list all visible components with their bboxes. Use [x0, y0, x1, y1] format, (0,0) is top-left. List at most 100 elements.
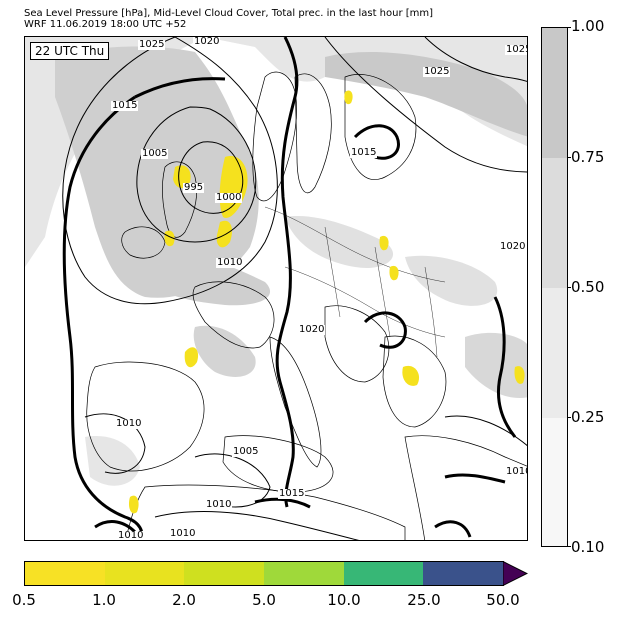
isobar-label: 1020	[499, 241, 527, 252]
bold-isobar	[62, 95, 144, 540]
bold-isobar	[434, 520, 472, 538]
isobar-label: 1010	[505, 467, 527, 477]
isobar-label: 1000	[215, 192, 243, 203]
precip-patch	[389, 265, 399, 281]
isobar	[444, 415, 527, 447]
colorbar-segment	[25, 562, 105, 585]
isobar	[424, 37, 527, 82]
isobar-label: 1025	[138, 39, 166, 50]
precip-tick-label: 5.0	[252, 591, 276, 609]
coastline	[324, 305, 390, 383]
cloud-patch	[325, 52, 527, 137]
isobar-label: 1010	[216, 257, 244, 268]
bold-isobar	[363, 311, 407, 349]
border	[424, 266, 438, 358]
isobar-label: 1015	[278, 488, 306, 499]
cloud-patch	[55, 46, 259, 298]
bold-isobar	[254, 497, 311, 509]
coastline	[294, 73, 332, 194]
chart-subtitle: WRF 11.06.2019 18:00 UTC +52	[24, 19, 187, 30]
precip-patch	[164, 230, 175, 247]
coastline	[121, 226, 166, 259]
colorbar-tick-mark	[568, 417, 571, 418]
colorbar-segment	[264, 562, 344, 585]
cloud-cover-layer	[25, 37, 527, 486]
coastline	[125, 484, 406, 540]
coastline	[86, 361, 205, 472]
isobar-label: 1025	[505, 45, 527, 55]
bold-isobar	[353, 124, 400, 160]
border	[284, 266, 446, 338]
bold-isobar	[444, 473, 506, 484]
isobar-label: 1015	[350, 147, 378, 158]
precip-tick-label: 50.0	[486, 591, 520, 609]
colorbar-segment	[104, 562, 185, 585]
isobar	[154, 511, 360, 540]
chart-title: Sea Level Pressure [hPa], Mid-Level Clou…	[24, 8, 434, 19]
cloud-tick-label: 0.50	[571, 278, 605, 296]
isobar-label: 1025	[423, 66, 451, 77]
isobar	[178, 141, 244, 214]
precipitation-colorbar	[24, 561, 504, 586]
coastline	[382, 335, 447, 428]
isobar	[324, 37, 527, 173]
colorbar-segment	[423, 562, 504, 585]
isobar-label: 1020	[193, 36, 221, 47]
isobar-layer	[62, 37, 527, 540]
cloud-patch	[150, 247, 271, 306]
colorbar-segment	[184, 562, 265, 585]
colorbar-segment	[542, 418, 567, 546]
cloud-patch	[193, 325, 256, 377]
coastline	[192, 281, 275, 349]
bold-isobar	[493, 296, 517, 438]
isobar	[194, 453, 271, 508]
isobar-label: 995	[183, 182, 205, 193]
precip-tick-label: 1.0	[92, 591, 116, 609]
precip-patch	[379, 235, 389, 251]
colorbar-tick-mark	[568, 27, 571, 28]
weather-map: 22 UTC Thu 1025 1020 1025 1025 1015 1005…	[24, 36, 528, 541]
cloud-tick-label: 0.75	[571, 148, 605, 166]
cloud-cover-colorbar	[541, 27, 568, 547]
coastline	[344, 74, 417, 180]
bold-isobar	[134, 77, 226, 99]
cloud-patch	[465, 332, 527, 398]
coastline	[252, 71, 297, 202]
coastline	[222, 435, 334, 493]
coastline	[269, 336, 322, 468]
precip-patch	[344, 90, 353, 105]
precip-tick-label: 25.0	[407, 591, 441, 609]
border	[374, 246, 391, 338]
colorbar-segment	[542, 288, 567, 418]
precip-patch	[514, 366, 525, 384]
colorbar-tick-mark	[568, 287, 571, 288]
cloud-patch	[285, 216, 394, 268]
isobar-label: 1015	[111, 100, 139, 111]
isobar	[84, 413, 146, 474]
precip-patch	[402, 365, 420, 386]
precip-tick-label: 10.0	[327, 591, 361, 609]
cloud-patch	[405, 255, 498, 306]
isobar-label: 1010	[169, 528, 197, 539]
colorbar-segment	[542, 28, 567, 158]
coastline-layer	[86, 71, 527, 540]
colorbar-segment	[542, 158, 567, 288]
colorbar-tick-mark	[568, 546, 571, 547]
colorbar-segment	[343, 562, 424, 585]
precip-patch	[173, 165, 191, 189]
precip-patch	[216, 220, 232, 248]
map-canvas	[25, 37, 527, 540]
cloud-tick-label: 0.10	[571, 538, 605, 556]
valid-time-label: 22 UTC Thu	[30, 42, 110, 60]
isobar	[136, 106, 257, 243]
cloud-tick-label: 0.25	[571, 408, 605, 426]
isobar-label: 1010	[117, 530, 145, 541]
border	[324, 226, 341, 318]
bold-isobar-layer	[62, 37, 517, 540]
precip-patch	[128, 495, 139, 514]
precip-tick-label: 2.0	[172, 591, 196, 609]
precip-patch	[184, 347, 199, 368]
precip-tick-label: 0.5	[12, 591, 36, 609]
isobar-label: 1020	[298, 324, 326, 335]
coastline	[404, 435, 527, 540]
